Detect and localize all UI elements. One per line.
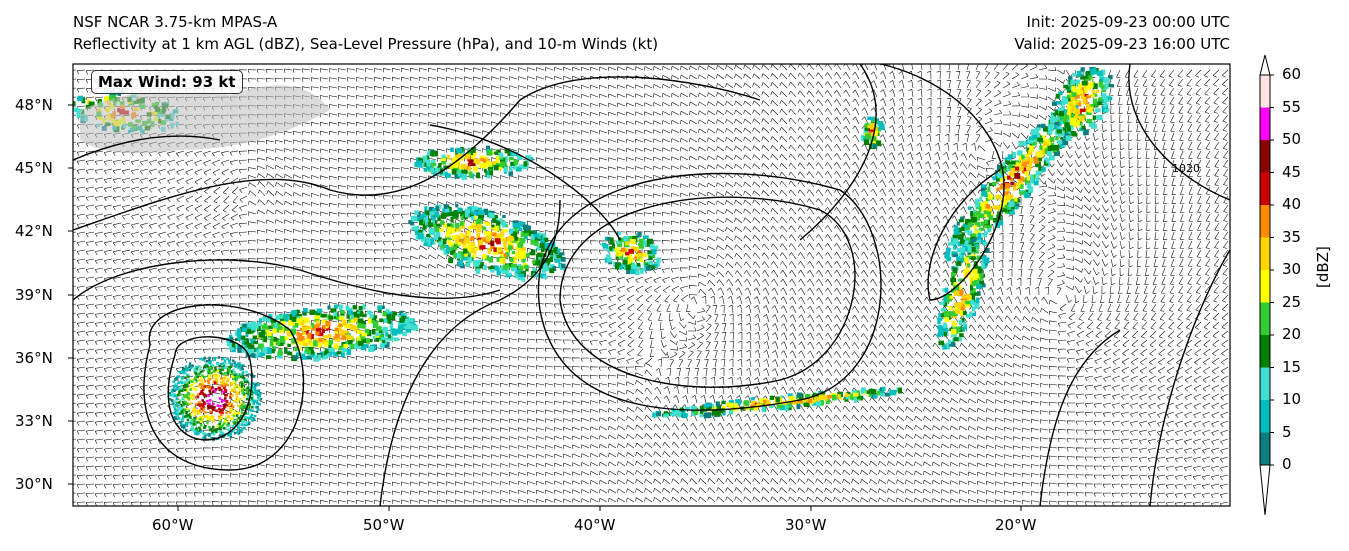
isobar	[1039, 329, 1121, 506]
longitude-label: 30°W	[785, 516, 827, 534]
colorbar-tick-label: 55	[1282, 97, 1302, 116]
colorbar-tick-label: 35	[1282, 227, 1302, 246]
axis-ticks	[68, 104, 1022, 511]
fields-subtitle: Reflectivity at 1 km AGL (dBZ), Sea-Leve…	[73, 35, 659, 53]
colorbar-tick-label: 30	[1282, 260, 1302, 278]
longitude-label: 20°W	[995, 516, 1037, 534]
max-wind-badge: Max Wind: 93 kt	[91, 70, 243, 94]
colorbar-tick-label: 20	[1282, 325, 1302, 343]
latitude-label: 33°N	[15, 412, 53, 430]
colorbar-tick-label: 0	[1282, 455, 1292, 473]
colorbar-min-extend	[1259, 464, 1271, 516]
latitude-label: 36°N	[15, 349, 53, 367]
reflectivity-shading	[73, 66, 1115, 441]
latitude-label: 48°N	[15, 96, 53, 114]
isobar	[877, 64, 1005, 301]
isobar	[379, 199, 561, 506]
colorbar-swatch	[1260, 75, 1270, 108]
isobar	[143, 304, 305, 471]
valid-time: Valid: 2025-09-23 16:00 UTC	[1014, 35, 1230, 53]
colorbar-swatch	[1260, 302, 1270, 335]
latitude-label: 39°N	[15, 286, 53, 304]
colorbar-swatch	[1260, 107, 1270, 140]
colorbar-tick-label: 15	[1282, 357, 1302, 376]
colorbar-tick-label: 45	[1282, 162, 1302, 181]
isobar	[429, 124, 621, 241]
colorbar-swatch	[1260, 205, 1270, 238]
model-title: NSF NCAR 3.75-km MPAS-A	[73, 13, 278, 31]
longitude-label: 40°W	[574, 516, 616, 534]
colorbar-swatch	[1260, 432, 1270, 465]
latitude-label: 30°N	[15, 475, 53, 493]
colorbar-swatch	[1260, 172, 1270, 205]
longitude-label: 50°W	[363, 516, 405, 534]
colorbar-swatch	[1260, 237, 1270, 270]
colorbar-swatch	[1260, 335, 1270, 368]
map-frame	[72, 63, 1231, 507]
colorbar-max-extend	[1259, 54, 1271, 76]
isobar	[73, 76, 761, 231]
colorbar-swatch	[1260, 367, 1270, 400]
isobar	[559, 196, 856, 388]
colorbar-tick-label: 10	[1282, 390, 1302, 408]
colorbar-tick-label: 5	[1282, 422, 1292, 441]
colorbar	[1259, 54, 1274, 516]
colorbar-swatch	[1260, 400, 1270, 433]
colorbar-unit-label: [dBZ]	[1314, 246, 1332, 288]
colorbar-tick-label: 40	[1282, 195, 1302, 213]
colorbar-tick-label: 60	[1282, 65, 1302, 83]
isobar	[73, 259, 501, 301]
latitude-label: 42°N	[15, 222, 53, 240]
isobar	[1128, 64, 1230, 201]
colorbar-tick-label: 50	[1282, 130, 1302, 148]
isobar	[1149, 249, 1230, 506]
sea-level-pressure-contours	[73, 64, 1230, 506]
colorbar-swatch	[1260, 270, 1270, 303]
longitude-label: 60°W	[152, 516, 194, 534]
isobar-label: 1020	[1172, 162, 1200, 175]
isobar	[799, 64, 877, 241]
colorbar-swatch	[1260, 140, 1270, 173]
colorbar-tick-label: 25	[1282, 292, 1302, 311]
isobar	[537, 172, 882, 411]
isobar	[73, 135, 221, 161]
latitude-label: 45°N	[15, 159, 53, 177]
isobar	[167, 336, 253, 441]
init-time: Init: 2025-09-23 00:00 UTC	[1026, 13, 1230, 31]
